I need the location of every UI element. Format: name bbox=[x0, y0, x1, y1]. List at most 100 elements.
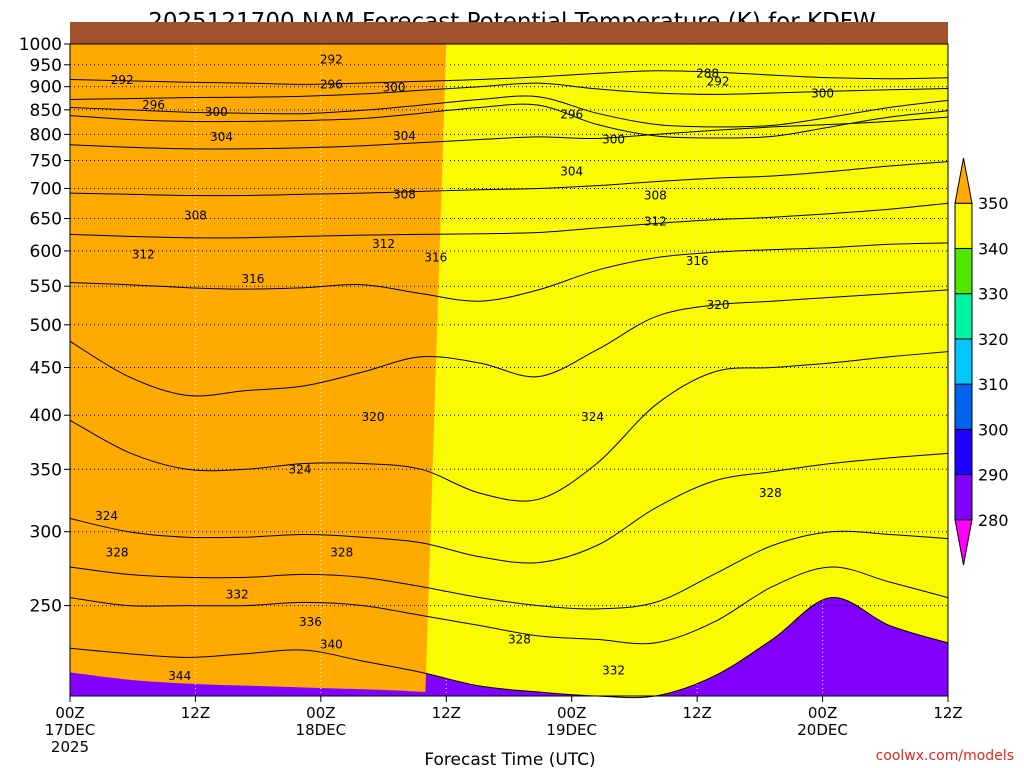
contour-label: 324 bbox=[288, 462, 311, 476]
filled-contours bbox=[70, 44, 948, 698]
contour-label: 304 bbox=[210, 130, 233, 144]
y-tick-label: 800 bbox=[30, 125, 62, 145]
y-tick-label: 250 bbox=[30, 597, 62, 617]
contour-label: 336 bbox=[299, 615, 322, 629]
contour-lines bbox=[69, 70, 949, 699]
y-tick-label: 650 bbox=[30, 210, 62, 230]
contour-line-296 bbox=[69, 95, 949, 128]
x-tick-label: 00Z bbox=[557, 704, 586, 722]
contour-label: 316 bbox=[686, 254, 709, 268]
contour-label: 308 bbox=[644, 188, 667, 202]
colorbar-swatch bbox=[954, 157, 973, 204]
colorbar-swatch bbox=[954, 202, 973, 249]
contour-label: 312 bbox=[644, 215, 667, 229]
colorbar-swatch bbox=[954, 428, 973, 476]
contour-label: 320 bbox=[362, 410, 385, 424]
contour-line-324 bbox=[69, 351, 949, 502]
contour-label: 340 bbox=[320, 638, 343, 652]
x-tick-label: 12Z bbox=[933, 704, 962, 722]
contour-line-336 bbox=[69, 566, 949, 645]
ground bbox=[70, 22, 948, 44]
contour-label: 328 bbox=[330, 546, 353, 560]
y-tick-label: 700 bbox=[30, 179, 62, 199]
contour-line-320 bbox=[69, 289, 949, 397]
contour-label: 300 bbox=[811, 86, 834, 100]
x-tick-label: 20DEC bbox=[797, 721, 848, 739]
colorbar-label: 290 bbox=[978, 466, 1009, 485]
contour-label: 312 bbox=[132, 247, 155, 261]
contour-line-328 bbox=[69, 452, 949, 564]
y-tick-label: 550 bbox=[30, 277, 62, 297]
contour-label: 296 bbox=[320, 77, 343, 91]
contour-line-332 bbox=[69, 530, 949, 610]
contour-label: 304 bbox=[393, 129, 416, 143]
ground-layer bbox=[70, 22, 948, 44]
contour-label: 332 bbox=[602, 663, 625, 677]
contour-label: 324 bbox=[95, 509, 118, 523]
colorbar-label: 280 bbox=[978, 511, 1009, 530]
contour-label: 288 bbox=[696, 66, 719, 80]
colorbar-swatch bbox=[954, 247, 973, 295]
y-tick-label: 1000 bbox=[19, 35, 62, 55]
colorbar-label: 300 bbox=[978, 420, 1009, 439]
contour-label: 320 bbox=[707, 298, 730, 312]
y-axis-ticks: 250 300 350 400 450 500 550 600 650 700 750 800 850 9… bbox=[19, 35, 70, 617]
y-tick-label: 500 bbox=[30, 316, 62, 336]
contour-line-312 bbox=[69, 202, 949, 239]
y-tick-label: 750 bbox=[30, 152, 62, 172]
colorbar-label: 330 bbox=[978, 285, 1009, 304]
contour-label: 292 bbox=[111, 73, 134, 87]
colorbar-label: 310 bbox=[978, 375, 1009, 394]
contour-line-308 bbox=[69, 161, 949, 197]
contour-line-304 bbox=[69, 116, 949, 150]
contour-line-300 bbox=[69, 103, 949, 139]
contour-line-288 bbox=[69, 70, 949, 85]
colorbar: 280 290 300 310 320 330 340 350 bbox=[954, 157, 1009, 566]
contour-label: 292 bbox=[320, 53, 343, 67]
x-tick-label: 12Z bbox=[181, 704, 210, 722]
y-tick-label: 600 bbox=[30, 242, 62, 262]
colorbar-label: 350 bbox=[978, 194, 1009, 213]
x-tick-label: 18DEC bbox=[296, 721, 347, 739]
y-tick-label: 300 bbox=[30, 523, 62, 543]
contour-line-340 bbox=[69, 597, 949, 699]
x-tick-label: 00Z bbox=[808, 704, 837, 722]
band-fill-top bbox=[70, 44, 447, 692]
contour-label: 296 bbox=[560, 108, 583, 122]
contour-label: 316 bbox=[241, 272, 264, 286]
colorbar-label: 340 bbox=[978, 239, 1009, 258]
contour-label: 296 bbox=[142, 98, 165, 112]
colorbar-swatch bbox=[954, 519, 973, 566]
contour-label: 328 bbox=[759, 486, 782, 500]
contour-line-316 bbox=[69, 242, 949, 302]
x-tick-label: 00Z bbox=[306, 704, 335, 722]
x-tick-label: 12Z bbox=[432, 704, 461, 722]
contour-label: 308 bbox=[184, 208, 207, 222]
contour-label: 300 bbox=[383, 81, 406, 95]
contour-label: 300 bbox=[205, 105, 228, 119]
y-tick-label: 900 bbox=[30, 78, 62, 98]
y-tick-label: 950 bbox=[30, 56, 62, 76]
x-tick-label: 00Z bbox=[55, 704, 84, 722]
contour-label: 324 bbox=[581, 410, 604, 424]
x-tick-label: 12Z bbox=[682, 704, 711, 722]
x-axis-label: Forecast Time (UTC) bbox=[424, 750, 595, 768]
contour-label: 312 bbox=[372, 237, 395, 251]
y-tick-label: 350 bbox=[30, 460, 62, 480]
y-tick-label: 400 bbox=[30, 406, 62, 426]
y-tick-label: 450 bbox=[30, 358, 62, 378]
contour-label: 332 bbox=[226, 587, 249, 601]
contour-label: 308 bbox=[393, 187, 416, 201]
contour-label: 304 bbox=[560, 164, 583, 178]
contour-line-292 bbox=[69, 82, 949, 100]
x-tick-label: 19DEC bbox=[546, 721, 597, 739]
colorbar-swatch bbox=[954, 338, 973, 385]
contour-label: 292 bbox=[707, 74, 730, 88]
contour-labels: 344 340 336 332 328 324 328 324 328 332 328 320 324 3… bbox=[95, 53, 834, 684]
colorbar-label: 320 bbox=[978, 330, 1009, 349]
credit-link[interactable]: coolwx.com/models bbox=[876, 748, 1014, 764]
x-tick-label: 17DEC bbox=[45, 721, 96, 739]
contour-label: 300 bbox=[602, 132, 625, 146]
